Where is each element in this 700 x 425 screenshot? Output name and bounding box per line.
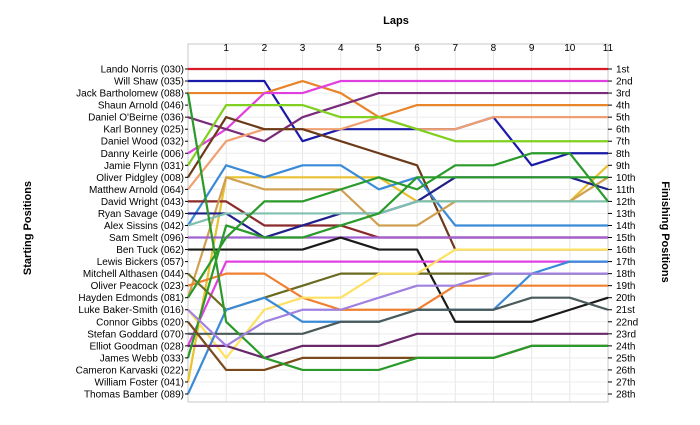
driver-series-line <box>187 200 608 227</box>
finishing-position-label: 9th <box>616 161 630 172</box>
finishing-position-label: 13th <box>616 209 635 220</box>
y-axis-label-right: Finishing Positions <box>659 181 671 282</box>
finishing-position-label: 14th <box>616 221 635 232</box>
driver-series-line <box>187 79 608 155</box>
driver-series-line <box>187 104 608 166</box>
starting-driver-label: Daniel O'Beirne (036) <box>88 113 184 124</box>
driver-series-line <box>187 91 608 143</box>
x-tick-label: 4 <box>338 43 344 54</box>
finishing-position-label: 5th <box>616 113 630 124</box>
starting-driver-label: Will Shaw (035) <box>114 77 184 88</box>
starting-driver-label: Oliver Pidgley (008) <box>96 173 184 184</box>
finishing-position-label: 26th <box>616 365 635 376</box>
finishing-position-label: 27th <box>616 377 635 388</box>
finishing-position-label: 20th <box>616 293 635 304</box>
finishing-position-label: 4th <box>616 101 630 112</box>
x-tick-label: 6 <box>414 43 420 54</box>
finishing-position-label: 10th <box>616 173 635 184</box>
starting-driver-label: Shaun Arnold (046) <box>98 101 184 112</box>
driver-series-line <box>188 296 609 335</box>
finishing-position-label: 22nd <box>616 317 638 328</box>
finishing-position-label: 11th <box>616 185 635 196</box>
finishing-position-label: 21st <box>616 305 635 316</box>
starting-driver-label: Sam Smelt (096) <box>109 233 184 244</box>
finishing-position-label: 17th <box>616 257 635 268</box>
driver-series-line <box>188 332 608 359</box>
driver-series-line <box>186 176 608 359</box>
starting-driver-label: Luke Baker-Smith (016) <box>78 305 184 316</box>
finishing-position-label: 23rd <box>616 329 636 340</box>
finishing-position-label: 15th <box>616 233 635 244</box>
starting-driver-label: Daniel Wood (032) <box>101 137 184 148</box>
plot-frame <box>187 43 609 403</box>
finishing-position-label: 25th <box>616 353 635 364</box>
driver-series-line <box>186 260 608 347</box>
starting-driver-label: Lando Norris (030) <box>101 65 184 76</box>
starting-driver-label: Danny Keirle (006) <box>101 149 184 160</box>
starting-driver-label: Thomas Bamber (089) <box>84 390 184 401</box>
finishing-position-label: 1st <box>616 65 630 76</box>
driver-series-line <box>186 92 608 372</box>
starting-driver-label: David Wright (043) <box>101 197 184 208</box>
finishing-position-label: 2nd <box>616 77 633 88</box>
starting-driver-label: Jack Bartholomew (088) <box>76 89 184 100</box>
starting-driver-label: Matthew Arnold (064) <box>89 185 184 196</box>
starting-driver-label: Ben Tuck (062) <box>116 245 184 256</box>
starting-driver-label: Oliver Peacock (023) <box>91 281 184 292</box>
driver-series-line <box>187 272 608 347</box>
finishing-position-label: 8th <box>616 149 630 160</box>
starting-driver-label: Mitchell Althasen (044) <box>83 269 184 280</box>
starting-driver-label: Hayden Edmonds (081) <box>78 293 184 304</box>
starting-driver-label: William Foster (041) <box>95 377 184 388</box>
starting-driver-label: Ryan Savage (049) <box>98 209 184 220</box>
starting-driver-label: Cameron Karvaski (022) <box>76 365 184 376</box>
chart-title: Laps <box>383 15 409 27</box>
finishing-position-label: 16th <box>616 245 635 256</box>
driver-series-line <box>187 272 608 311</box>
x-tick-label: 2 <box>262 43 268 54</box>
y-axis-label-left: Starting Positions <box>22 181 34 275</box>
x-tick-label: 10 <box>564 43 576 54</box>
starting-driver-label: Karl Bonney (025) <box>103 125 184 136</box>
finishing-position-label: 18th <box>616 269 635 280</box>
driver-series-line <box>188 236 609 323</box>
finishing-position-label: 7th <box>616 137 630 148</box>
starting-driver-label: Jamie Flynn (031) <box>104 161 184 172</box>
driver-series-line <box>187 248 608 359</box>
starting-driver-label: Elliot Goodman (028) <box>90 341 185 352</box>
finishing-position-label: 28th <box>616 390 635 401</box>
x-tick-label: 1 <box>223 43 229 54</box>
x-tick-label: 5 <box>376 43 382 54</box>
finishing-position-label: 24th <box>616 341 635 352</box>
x-tick-label: 11 <box>603 43 614 54</box>
x-tick-label: 8 <box>491 43 497 54</box>
x-tick-label: 3 <box>300 43 306 54</box>
driver-series-line <box>188 79 608 167</box>
starting-driver-label: Lewis Bickers (057) <box>97 257 184 268</box>
x-tick-label: 9 <box>529 43 535 54</box>
finishing-position-label: 19th <box>616 281 635 292</box>
starting-driver-label: Alex Sissins (042) <box>104 221 184 232</box>
starting-driver-label: James Webb (033) <box>100 353 184 364</box>
driver-series-line <box>188 79 608 119</box>
starting-driver-label: Stefan Goddard (070) <box>87 329 184 340</box>
driver-series-line <box>187 152 609 299</box>
x-tick-label: 7 <box>452 43 458 54</box>
finishing-position-label: 3rd <box>616 89 630 100</box>
finishing-position-label: 12th <box>616 197 635 208</box>
finishing-position-label: 6th <box>616 125 630 136</box>
starting-driver-label: Connor Gibbs (020) <box>96 317 184 328</box>
